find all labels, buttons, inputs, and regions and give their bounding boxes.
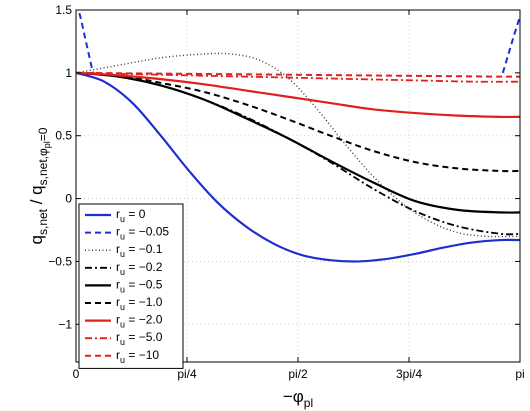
x-tick-label: pi/4	[177, 367, 197, 381]
x-axis-label: −φpl	[283, 387, 313, 410]
series-line-1	[77, 10, 94, 74]
y-axis-label: qs,net / qs,net,φpl=0	[27, 127, 52, 244]
x-axis-label-sub: pl	[304, 396, 313, 410]
series-line-6	[76, 71, 520, 119]
series-layer	[76, 10, 520, 263]
legend-label-7: ru = −5.0	[116, 330, 163, 347]
y-label-q2-subsub: pl	[42, 141, 52, 148]
legend-label-4: ru = −0.5	[116, 277, 163, 294]
series-line-4	[76, 71, 520, 214]
y-tick-label: 0.5	[55, 129, 72, 143]
series-line-0	[76, 71, 520, 263]
legend-label-8: ru = −10	[116, 348, 159, 365]
y-label-q2-sub: s,net,φ	[36, 148, 50, 185]
y-label-q1: q	[27, 235, 46, 244]
svg-text:−φpl: −φpl	[283, 387, 313, 410]
legend-label-3: ru = −0.2	[116, 260, 163, 277]
legend-label-0: ru = 0	[116, 207, 146, 224]
x-tick-label: pi/2	[288, 367, 308, 381]
series-line-8	[76, 71, 520, 78]
y-label-slash: /	[27, 195, 46, 209]
y-tick-label: 1	[65, 66, 72, 80]
y-tick-label: −0.5	[48, 254, 72, 268]
legend-label-2: ru = −0.1	[116, 242, 163, 259]
y-tick-label: −1	[58, 317, 72, 331]
ticks: 0 pi/4 pi/2 3pi/4 pi −1 −0.5 0 0.5 1 1.5	[48, 3, 524, 381]
y-label-q1-sub: s,net	[36, 208, 50, 235]
legend-label-5: ru = −1.0	[116, 295, 163, 312]
svg-text:qs,net / qs,net,φpl=0: qs,net / qs,net,φpl=0	[27, 127, 52, 244]
y-tick-label: 0	[65, 192, 72, 206]
series-line-7	[76, 71, 520, 83]
x-tick-label: 3pi/4	[396, 367, 422, 381]
series-line-1-segment-2	[501, 15, 520, 74]
y-label-q2-tail: =0	[36, 127, 50, 141]
x-tick-label: 0	[73, 367, 80, 381]
y-label-q2: q	[27, 185, 46, 194]
x-axis-label-main: −φ	[283, 387, 304, 406]
legend-label-1: ru = −0.05	[116, 225, 169, 242]
y-tick-label: 1.5	[55, 3, 72, 17]
series-line-5	[76, 71, 520, 173]
legend-label-6: ru = −2.0	[116, 313, 163, 330]
x-tick-label: pi	[515, 367, 524, 381]
